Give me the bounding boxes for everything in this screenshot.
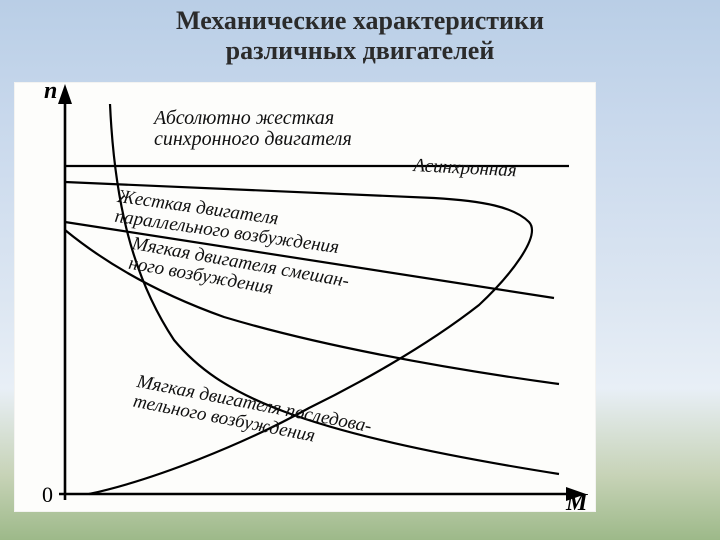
chart-panel: n 0 M Абсолютно жесткая синхронного двиг… — [14, 82, 596, 512]
slide: Механические характеристики различных дв… — [0, 0, 720, 540]
axis-label-y: n — [44, 78, 57, 105]
y-axis-arrow — [58, 84, 72, 104]
label-sync-rigid: Абсолютно жесткая синхронного двигателя — [154, 108, 352, 150]
axis-label-x: M — [566, 490, 587, 517]
slide-title: Механические характеристики различных дв… — [0, 6, 720, 66]
axis-origin-label: 0 — [42, 482, 53, 508]
